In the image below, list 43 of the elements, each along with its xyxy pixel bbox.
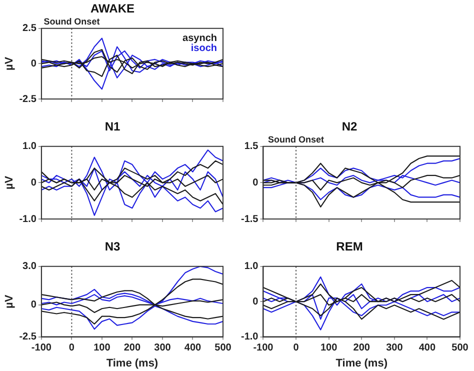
y-tick-label: 0 <box>252 177 259 188</box>
chart-title: N3 <box>104 240 120 254</box>
x-tick-label: 0 <box>293 342 300 354</box>
chart-title: N2 <box>342 120 358 134</box>
y-axis-title: µV <box>4 56 16 71</box>
y-tick-label: 0 <box>30 177 37 188</box>
y-tick-label: -2.5 <box>19 94 37 105</box>
chart-title: AWAKE <box>90 2 135 16</box>
x-axis-title: Time (ms) <box>106 357 158 370</box>
series-label: asynch <box>182 33 217 44</box>
x-tick-label: 200 <box>124 342 141 354</box>
y-tick-label: 0 <box>30 300 37 311</box>
x-tick-label: 300 <box>386 342 404 354</box>
ref-line-label: Sound Onset <box>44 16 100 26</box>
x-tick-label: 500 <box>452 342 469 354</box>
y-tick-label: 0 <box>30 58 37 70</box>
x-tick-label: -100 <box>253 342 274 354</box>
x-tick-label: 300 <box>154 342 172 354</box>
y-tick-label: 1.0 <box>244 261 259 272</box>
x-tick-label: -100 <box>31 342 52 354</box>
y-axis-title: µV <box>4 294 16 308</box>
x-tick-label: 500 <box>214 342 232 354</box>
y-tick-label: 1.0 <box>22 141 37 152</box>
x-tick-label: 200 <box>353 342 370 354</box>
y-tick-label: -1.5 <box>240 214 259 225</box>
x-tick-label: 100 <box>94 342 111 354</box>
y-tick-label: -1.0 <box>240 332 259 343</box>
chart-title: N1 <box>104 120 120 134</box>
y-tick-label: 0 <box>252 296 259 308</box>
x-tick-label: 400 <box>418 342 436 354</box>
chart-title: REM <box>336 240 363 254</box>
x-tick-label: 400 <box>184 342 202 354</box>
ref-line-label: Sound Onset <box>268 134 324 144</box>
y-tick-label: -1.0 <box>19 214 37 225</box>
x-tick-label: 100 <box>320 342 338 354</box>
y-tick-label: 3.0 <box>22 261 37 272</box>
x-axis-title: Time (ms) <box>336 357 388 370</box>
y-tick-label: 1.5 <box>244 141 259 152</box>
y-tick-label: 2.5 <box>22 23 37 34</box>
x-tick-label: 0 <box>68 342 75 354</box>
y-tick-label: -2.5 <box>19 332 37 343</box>
y-axis-title: µV <box>4 175 16 190</box>
series-label: isoch <box>190 43 217 54</box>
